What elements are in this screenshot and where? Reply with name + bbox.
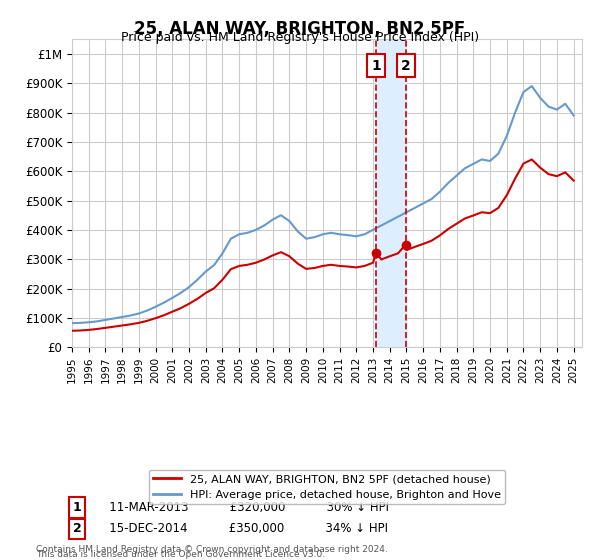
Text: 11-MAR-2013           £320,000           30% ↓ HPI: 11-MAR-2013 £320,000 30% ↓ HPI [97, 501, 389, 514]
Text: 15-DEC-2014           £350,000           34% ↓ HPI: 15-DEC-2014 £350,000 34% ↓ HPI [97, 522, 388, 535]
Legend: 25, ALAN WAY, BRIGHTON, BN2 5PF (detached house), HPI: Average price, detached h: 25, ALAN WAY, BRIGHTON, BN2 5PF (detache… [149, 470, 505, 504]
Text: 2: 2 [401, 59, 410, 73]
Text: 25, ALAN WAY, BRIGHTON, BN2 5PF: 25, ALAN WAY, BRIGHTON, BN2 5PF [134, 20, 466, 38]
Bar [376, 39, 406, 347]
Text: 1: 1 [371, 59, 381, 73]
Text: Contains HM Land Registry data © Crown copyright and database right 2024.: Contains HM Land Registry data © Crown c… [36, 544, 388, 554]
Text: Price paid vs. HM Land Registry's House Price Index (HPI): Price paid vs. HM Land Registry's House … [121, 31, 479, 44]
Text: 1: 1 [73, 501, 82, 514]
Text: This data is licensed under the Open Government Licence v3.0.: This data is licensed under the Open Gov… [36, 550, 325, 559]
Text: 2: 2 [73, 522, 82, 535]
